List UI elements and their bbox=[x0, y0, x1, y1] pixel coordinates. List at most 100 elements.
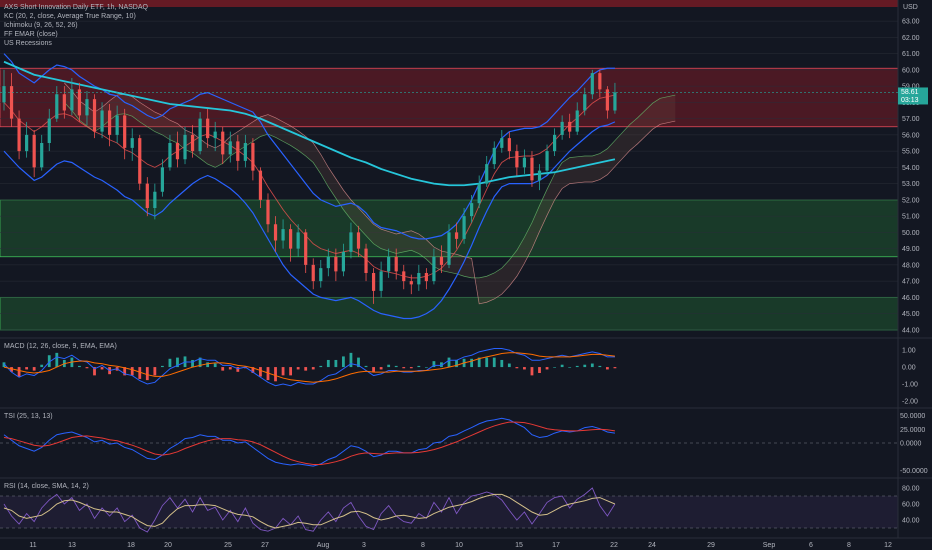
candle[interactable] bbox=[364, 243, 368, 282]
candle[interactable] bbox=[198, 112, 202, 155]
indicator-ffemar-label[interactable]: FF EMAR (close) bbox=[4, 31, 58, 38]
candle[interactable] bbox=[183, 126, 187, 165]
candle[interactable] bbox=[296, 224, 300, 257]
candle[interactable] bbox=[258, 167, 263, 208]
candle[interactable] bbox=[409, 274, 413, 295]
candlestick-series[interactable] bbox=[2, 69, 617, 304]
candle[interactable] bbox=[477, 175, 481, 209]
keltner-upper-line[interactable] bbox=[3, 53, 615, 240]
candle[interactable] bbox=[552, 128, 557, 156]
candle[interactable] bbox=[605, 86, 609, 119]
candle[interactable] bbox=[47, 108, 51, 152]
candle[interactable] bbox=[349, 222, 353, 259]
keltner-lower-line[interactable] bbox=[3, 121, 616, 320]
candle[interactable] bbox=[613, 82, 617, 114]
candle[interactable] bbox=[153, 183, 157, 220]
candle[interactable] bbox=[25, 121, 29, 158]
candle[interactable] bbox=[492, 141, 496, 169]
candle[interactable] bbox=[221, 126, 225, 165]
candle[interactable] bbox=[304, 229, 308, 273]
candle[interactable] bbox=[160, 159, 164, 197]
tsi-pane[interactable]: TSI (25, 13, 13) 50.0000 25.0000 0.0000 -50.… bbox=[0, 413, 928, 475]
candle[interactable] bbox=[32, 130, 36, 178]
candle[interactable] bbox=[243, 134, 247, 168]
candle[interactable] bbox=[138, 134, 142, 191]
macd-histogram-bar bbox=[206, 362, 210, 368]
candle[interactable] bbox=[560, 115, 564, 140]
candle[interactable] bbox=[228, 131, 232, 163]
tsi-signal-line[interactable] bbox=[3, 421, 616, 465]
rsi-pane[interactable]: RSI (14, close, SMA, 14, 2) 80.00 60.00 40.… bbox=[0, 483, 920, 533]
macd-signal-line[interactable] bbox=[3, 352, 615, 383]
macd-pane[interactable]: MACD (12, 26, close, 9, EMA, EMA) 1.00 0.0… bbox=[2, 343, 918, 405]
candle[interactable] bbox=[213, 121, 217, 152]
candle[interactable] bbox=[402, 264, 406, 290]
candle[interactable] bbox=[454, 222, 459, 249]
candle[interactable] bbox=[485, 156, 489, 187]
candle[interactable] bbox=[379, 261, 383, 298]
candle[interactable] bbox=[175, 131, 180, 168]
candle[interactable] bbox=[130, 128, 134, 161]
candle[interactable] bbox=[568, 113, 572, 139]
candle[interactable] bbox=[92, 94, 97, 139]
candle[interactable] bbox=[145, 177, 149, 217]
candle[interactable] bbox=[273, 216, 278, 252]
candle[interactable] bbox=[281, 219, 285, 249]
candle[interactable] bbox=[341, 243, 346, 277]
candle[interactable] bbox=[326, 248, 330, 277]
candle[interactable] bbox=[356, 225, 361, 257]
candle[interactable] bbox=[319, 260, 323, 288]
candle[interactable] bbox=[62, 86, 66, 119]
candle[interactable] bbox=[424, 268, 428, 290]
candle[interactable] bbox=[575, 102, 579, 135]
candle[interactable] bbox=[439, 245, 444, 273]
candle[interactable] bbox=[17, 110, 21, 160]
rsi-line[interactable] bbox=[3, 487, 616, 533]
rsi-sma-line[interactable] bbox=[3, 493, 616, 529]
candle[interactable] bbox=[334, 248, 338, 282]
candle[interactable] bbox=[190, 125, 195, 158]
candle[interactable] bbox=[85, 91, 89, 126]
symbol-title[interactable]: AXS Short Innovation Daily ETF, 1h, NASD… bbox=[4, 4, 149, 11]
candle[interactable] bbox=[500, 130, 504, 153]
candle[interactable] bbox=[266, 193, 270, 233]
candle[interactable] bbox=[447, 224, 451, 269]
keltner-basis-line[interactable] bbox=[3, 94, 616, 279]
candle[interactable] bbox=[251, 138, 255, 181]
candle[interactable] bbox=[590, 69, 594, 100]
candle[interactable] bbox=[387, 248, 391, 278]
candle[interactable] bbox=[545, 144, 549, 176]
indicator-ichimoku-label[interactable]: Ichimoku (9, 26, 52, 26) bbox=[4, 22, 78, 29]
candle[interactable] bbox=[168, 134, 172, 171]
candle[interactable] bbox=[9, 73, 14, 127]
indicator-kc-label[interactable]: KC (20, 2, close, Average True Range, 10… bbox=[4, 13, 136, 20]
macd-line[interactable] bbox=[3, 347, 615, 387]
ema-long-line[interactable] bbox=[3, 60, 616, 187]
candle[interactable] bbox=[123, 108, 127, 160]
candle[interactable] bbox=[522, 149, 527, 174]
candle[interactable] bbox=[470, 195, 474, 223]
candle[interactable] bbox=[77, 82, 82, 122]
candle[interactable] bbox=[40, 134, 44, 171]
indicator-recessions-label[interactable]: US Recessions bbox=[4, 40, 52, 47]
candle[interactable] bbox=[289, 224, 293, 262]
candle[interactable] bbox=[115, 105, 119, 143]
candle[interactable] bbox=[394, 248, 398, 280]
candle[interactable] bbox=[462, 208, 466, 244]
candle[interactable] bbox=[2, 69, 6, 111]
candle[interactable] bbox=[206, 108, 210, 148]
candle[interactable] bbox=[507, 131, 511, 160]
candle[interactable] bbox=[107, 104, 112, 147]
candle[interactable] bbox=[598, 69, 602, 98]
candle[interactable] bbox=[311, 258, 315, 290]
candle[interactable] bbox=[417, 264, 421, 291]
candle[interactable] bbox=[371, 268, 376, 304]
candle[interactable] bbox=[100, 102, 104, 139]
candle[interactable] bbox=[55, 86, 59, 122]
candle[interactable] bbox=[236, 134, 240, 171]
candle[interactable] bbox=[530, 151, 534, 187]
candle[interactable] bbox=[70, 78, 74, 116]
candle[interactable] bbox=[537, 164, 542, 191]
candle[interactable] bbox=[515, 144, 519, 176]
candle[interactable] bbox=[432, 248, 436, 285]
